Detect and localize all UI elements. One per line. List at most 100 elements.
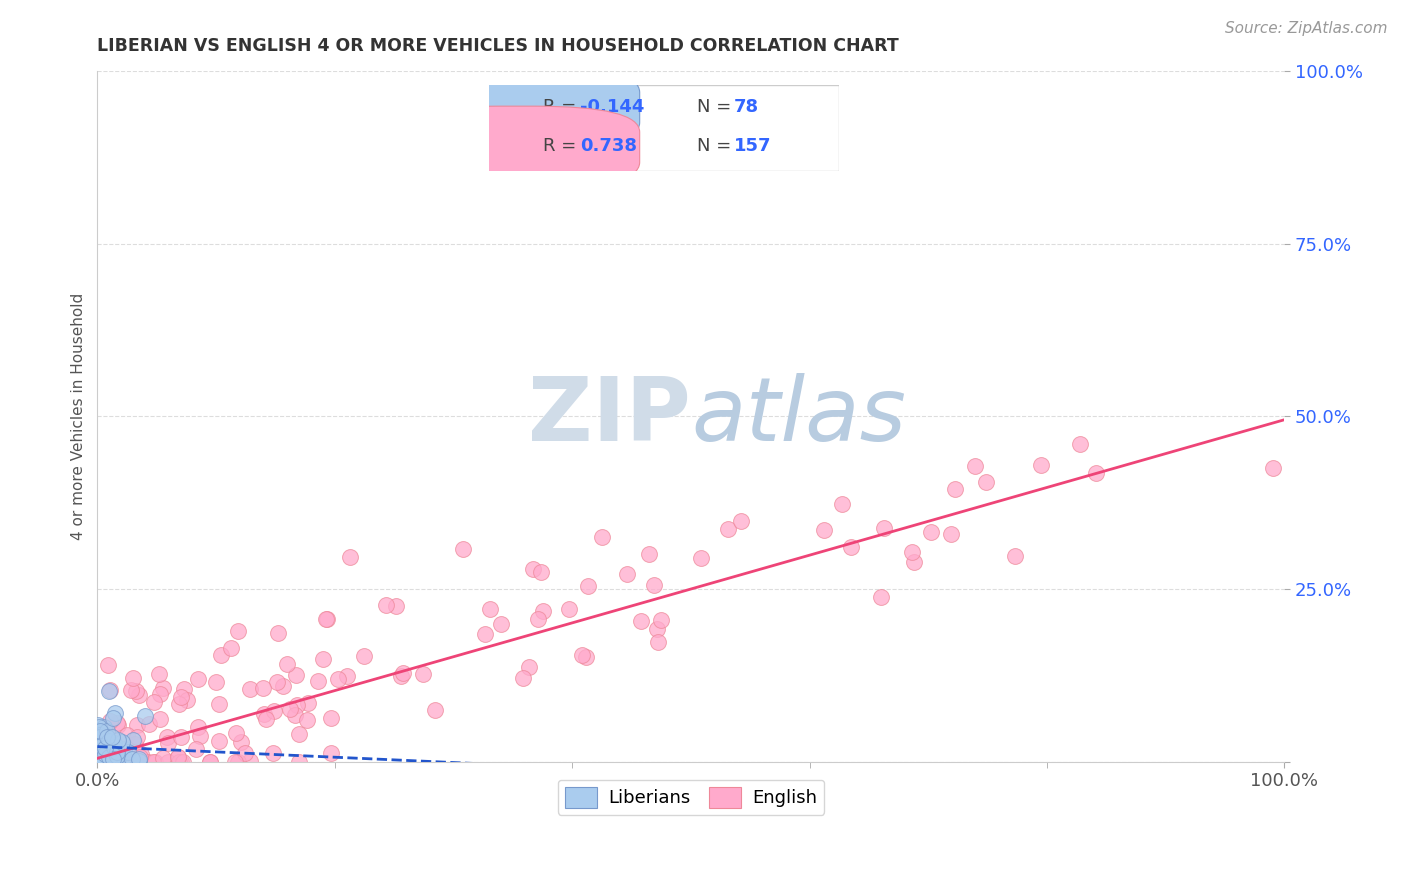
Point: [1029, 458, 1052, 472]
Point: [90, 747, 112, 761]
Point: [256, 713, 278, 727]
Point: [384, 599, 406, 614]
Point: [136, 755, 159, 769]
Point: [558, 602, 581, 616]
Point: [650, 613, 672, 627]
Point: [187, 720, 209, 734]
Point: [105, 745, 128, 759]
Point: [87, 720, 110, 734]
Point: [121, 752, 143, 766]
Point: [89, 747, 111, 762]
Point: [943, 482, 966, 496]
Point: [87, 751, 110, 765]
Point: [98, 751, 121, 765]
Legend: Liberians, English: Liberians, English: [558, 780, 824, 815]
Point: [111, 753, 134, 767]
Point: [89, 747, 111, 762]
Point: [98, 729, 121, 743]
Point: [374, 598, 396, 612]
Point: [110, 755, 132, 769]
Point: [1261, 461, 1284, 475]
Point: [115, 755, 138, 769]
Point: [278, 702, 301, 716]
Point: [128, 688, 150, 702]
Point: [963, 459, 986, 474]
Point: [87, 750, 110, 764]
Point: [316, 612, 339, 626]
Point: [489, 616, 512, 631]
Point: [423, 702, 446, 716]
Point: [284, 708, 307, 723]
Point: [118, 755, 141, 769]
Point: [122, 671, 145, 685]
Point: [266, 674, 288, 689]
Point: [263, 704, 285, 718]
Point: [100, 755, 122, 769]
Text: Source: ZipAtlas.com: Source: ZipAtlas.com: [1225, 21, 1388, 36]
Point: [90, 754, 112, 768]
Point: [225, 726, 247, 740]
Point: [228, 755, 250, 769]
Point: [90, 754, 112, 768]
Point: [96, 748, 118, 763]
Point: [689, 550, 711, 565]
Point: [96, 744, 118, 758]
Point: [157, 755, 180, 769]
Point: [97, 750, 120, 764]
Point: [288, 755, 311, 769]
Point: [209, 648, 232, 662]
Point: [920, 525, 942, 540]
Point: [638, 547, 661, 561]
Point: [813, 523, 835, 537]
Point: [98, 734, 121, 748]
Point: [93, 720, 115, 734]
Point: [96, 737, 118, 751]
Point: [900, 545, 922, 559]
Point: [167, 750, 190, 764]
Point: [112, 741, 135, 756]
Point: [939, 527, 962, 541]
Point: [111, 735, 134, 749]
Point: [101, 752, 124, 766]
Point: [87, 754, 110, 768]
Point: [107, 718, 129, 732]
Point: [105, 715, 128, 730]
Point: [152, 681, 174, 695]
Point: [276, 657, 298, 671]
Point: [233, 746, 256, 760]
Point: [647, 635, 669, 649]
Point: [271, 679, 294, 693]
Point: [107, 732, 129, 747]
Point: [204, 675, 226, 690]
Point: [98, 683, 121, 698]
Point: [89, 755, 111, 769]
Point: [339, 550, 361, 565]
Point: [308, 673, 330, 688]
Point: [87, 745, 110, 759]
Point: [93, 726, 115, 740]
Point: [143, 695, 166, 709]
Point: [149, 712, 172, 726]
Point: [87, 718, 110, 732]
Point: [104, 706, 127, 720]
Point: [103, 739, 125, 754]
Point: [412, 667, 434, 681]
Point: [104, 751, 127, 765]
Point: [873, 520, 896, 534]
Point: [131, 747, 153, 761]
Point: [134, 708, 156, 723]
Point: [125, 684, 148, 698]
Point: [128, 755, 150, 769]
Point: [522, 562, 544, 576]
Point: [717, 522, 740, 536]
Point: [94, 754, 117, 768]
Point: [120, 682, 142, 697]
Point: [138, 717, 160, 731]
Text: atlas: atlas: [690, 373, 905, 459]
Point: [451, 541, 474, 556]
Point: [170, 755, 193, 769]
Point: [392, 665, 415, 680]
Point: [112, 750, 135, 764]
Point: [170, 690, 193, 704]
Point: [284, 667, 307, 681]
